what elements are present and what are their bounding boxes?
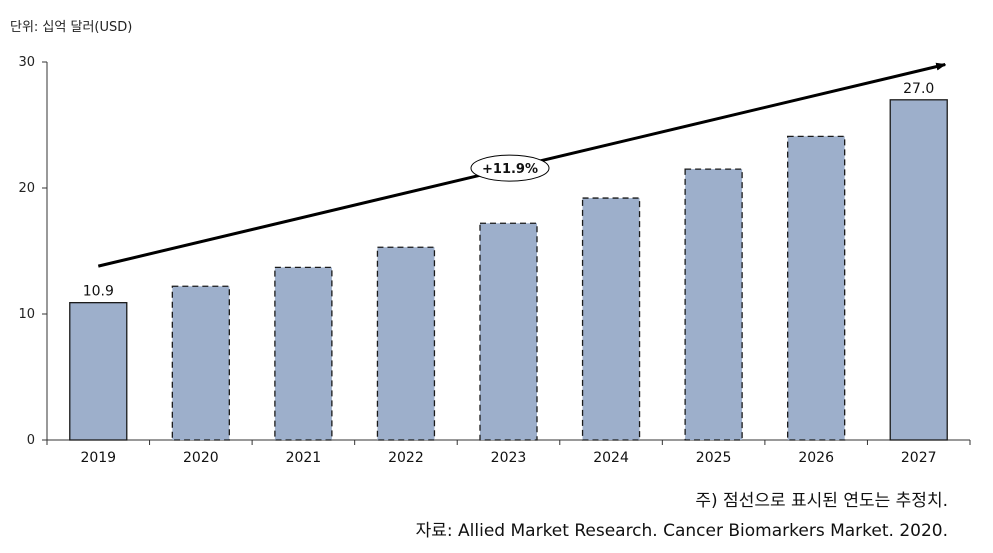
bar-2021 — [274, 266, 333, 441]
bar-2024 — [581, 197, 641, 441]
data-labels: 10.9 27.0 — [83, 81, 935, 300]
x-tick-label: 2020 — [183, 450, 219, 466]
x-tick-label: 2027 — [901, 450, 937, 466]
data-label-2027: 27.0 — [903, 81, 934, 97]
y-tick-label: 30 — [18, 55, 35, 70]
bars: 2019 2020 2021 2022 2023 2024 2025 2026 2027 — [69, 99, 948, 466]
x-tick-label: 2025 — [696, 450, 732, 466]
unit-label: 단위: 십억 달러(USD) — [10, 20, 133, 35]
x-tick-label: 2024 — [593, 450, 629, 466]
x-tick-label: 2021 — [286, 450, 322, 466]
x-tick-label: 2022 — [388, 450, 424, 466]
cagr-ellipse — [470, 154, 550, 182]
source-note: 자료: Allied Market Research. Cancer Bioma… — [415, 521, 948, 541]
bar-2025 — [684, 168, 743, 441]
bar-2020 — [171, 285, 230, 441]
y-tick-label: 10 — [18, 307, 35, 322]
bar-2022 — [376, 246, 436, 441]
bar-2023 — [479, 222, 538, 441]
cagr-label: +11.9% — [482, 162, 538, 177]
data-label-2019: 10.9 — [83, 284, 114, 300]
bar-2026 — [787, 135, 846, 441]
cagr-annotation: +11.9% — [97, 62, 947, 268]
bar-2019 — [69, 302, 128, 441]
estimate-note: 주) 점선으로 표시된 연도는 추정치. — [695, 491, 948, 511]
x-tick-label: 2019 — [80, 450, 116, 466]
y-tick-label: 0 — [27, 433, 35, 448]
y-tick-label: 20 — [18, 181, 35, 196]
x-tick-label: 2023 — [491, 450, 527, 466]
bar-2027 — [889, 99, 948, 441]
bar-chart: 0 10 20 30 2019 2020 2021 2022 2023 2024 2025 2026… — [18, 55, 971, 466]
x-tick-label: 2026 — [798, 450, 834, 466]
